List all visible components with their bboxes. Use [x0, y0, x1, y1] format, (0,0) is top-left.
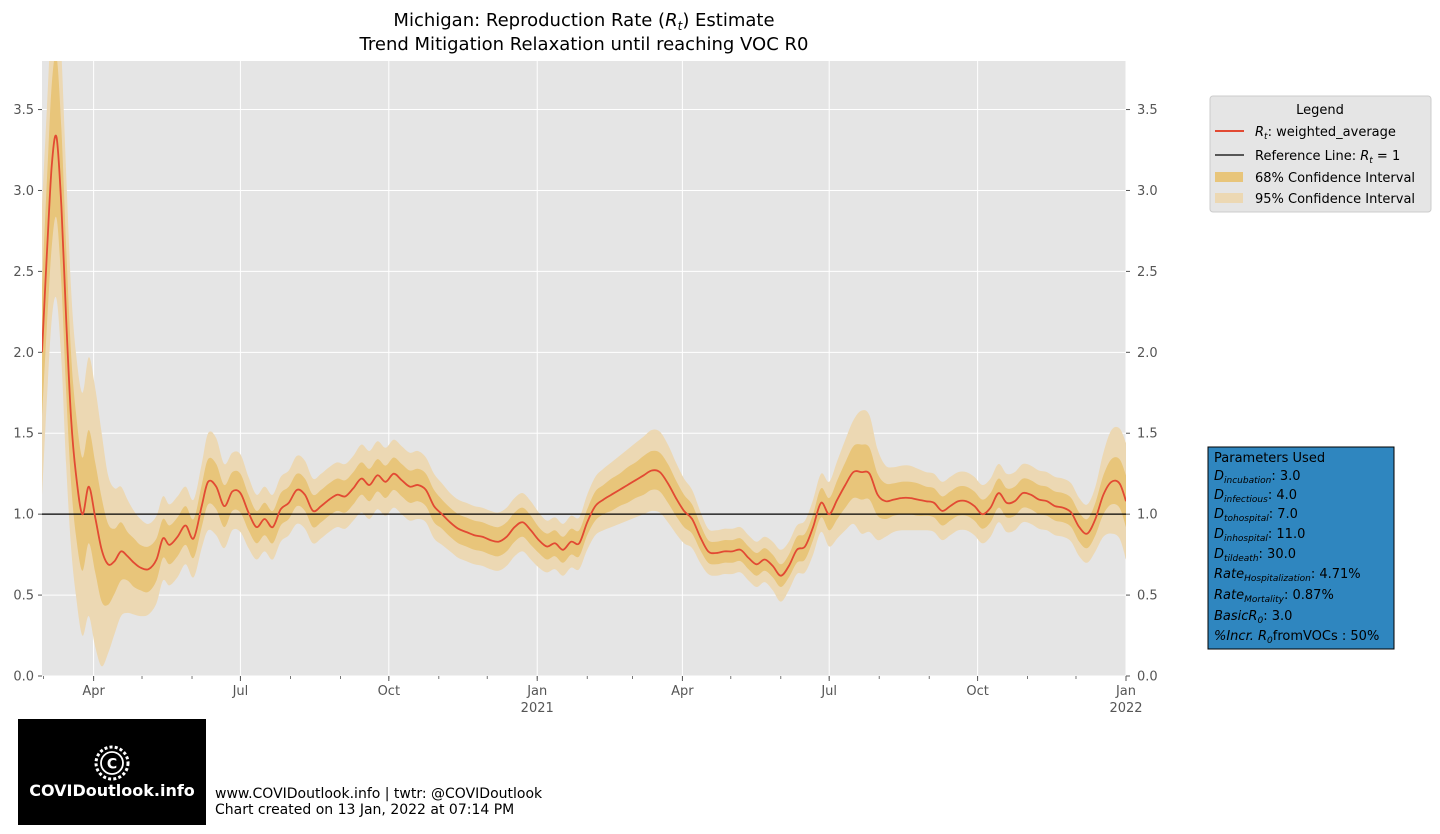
y-tick-label-right: 3.5 — [1137, 103, 1158, 118]
y-axis-left: 0.0 0.5 1.0 1.5 2.0 2.5 3.0 3.5 — [13, 103, 42, 685]
y-tick-label-right: 0.5 — [1137, 589, 1158, 604]
covid-c-gear-icon: C — [94, 745, 130, 781]
legend-swatch-ci68 — [1215, 172, 1243, 182]
legend-swatch-ci95 — [1215, 193, 1243, 203]
parameter-row: Dinfectious: 4.0 — [1214, 488, 1297, 505]
y-tick-label-left: 1.5 — [13, 427, 34, 442]
confidence-bands — [42, 61, 1126, 667]
plot-area — [42, 61, 1126, 676]
y-tick-label-left: 2.5 — [13, 265, 34, 280]
parameters-list: Dincubation: 3.0 Dinfectious: 4.0 Dtohospi… — [1214, 469, 1379, 646]
series-layer — [42, 134, 1126, 577]
x-tick-label: Jul — [820, 684, 837, 699]
parameter-row: Dincubation: 3.0 — [1214, 469, 1301, 486]
x-tick-label: Apr — [82, 684, 105, 699]
legend-box — [1209, 95, 1432, 213]
y-tick-label-right: 2.0 — [1137, 346, 1158, 361]
y-tick-label-left: 2.0 — [13, 346, 34, 361]
x-tick-label: Jan — [526, 684, 547, 699]
x-axis: Apr Jul Oct Jan 2021 Apr Jul Oct Jan 2022 — [43, 676, 1143, 716]
parameter-row: Dinhospital: 11.0 — [1214, 527, 1305, 544]
x-tick-year-label: 2021 — [521, 701, 554, 716]
parameter-row: Dtohospital: 7.0 — [1214, 507, 1298, 524]
x-tick-label: Jul — [232, 684, 249, 699]
legend-entry-reference: Reference Line: Rt = 1 — [1255, 149, 1400, 166]
parameter-row: BasicR0: 3.0 — [1214, 609, 1292, 626]
y-tick-label-left: 3.5 — [13, 103, 34, 118]
parameter-row: RateHospitalization: 4.71% — [1214, 567, 1361, 584]
chart-subtitle: Trend Mitigation Relaxation until reachi… — [359, 34, 809, 55]
parameters-title: Parameters Used — [1214, 451, 1325, 466]
legend-entry-ci95: 95% Confidence Interval — [1255, 192, 1415, 207]
x-tick-label: Apr — [671, 684, 694, 699]
logo-text: COVIDoutlook.info — [29, 781, 195, 800]
legend-entry-ci68: 68% Confidence Interval — [1255, 171, 1415, 186]
y-tick-label-right: 1.0 — [1137, 508, 1158, 523]
parameter-row: RateMortality: 0.87% — [1214, 588, 1334, 605]
parameter-row: %Incr. R0fromVOCs : 50% — [1214, 629, 1379, 646]
legend-entry-rt: Rt: weighted_average — [1255, 125, 1396, 142]
y-tick-label-right: 0.0 — [1137, 670, 1158, 685]
logo-bg — [18, 719, 206, 825]
legend-title: Legend — [1296, 103, 1344, 118]
svg-text:C: C — [107, 757, 117, 773]
x-tick-year-label: 2022 — [1109, 701, 1142, 716]
y-tick-label-left: 0.5 — [13, 589, 34, 604]
chart-title: Michigan: Reproduction Rate (Rt) Estimat… — [393, 10, 774, 33]
x-tick-label: Oct — [966, 684, 988, 699]
y-tick-label-right: 3.0 — [1137, 184, 1158, 199]
y-tick-label-right: 2.5 — [1137, 265, 1158, 280]
rt-series-line — [42, 134, 1126, 577]
y-tick-label-right: 1.5 — [1137, 427, 1158, 442]
y-tick-label-left: 3.0 — [13, 184, 34, 199]
parameter-row: Dtildeath: 30.0 — [1214, 547, 1296, 564]
grid — [42, 61, 1127, 677]
x-tick-label: Jan — [1115, 684, 1136, 699]
x-tick-label: Oct — [378, 684, 400, 699]
footer-line-2: Chart created on 13 Jan, 2022 at 07:14 P… — [215, 802, 514, 818]
y-axis-right: 0.0 0.5 1.0 1.5 2.0 2.5 3.0 3.5 — [1126, 103, 1158, 685]
footer-line-1: www.COVIDoutlook.info | twtr: @COVIDoutl… — [215, 786, 543, 802]
logo: C COVIDoutlook.info — [18, 719, 206, 825]
ci68-band — [42, 61, 1126, 606]
parameters-box: Parameters Used Dincubation: 3.0 Dinfecti… — [1207, 446, 1395, 650]
y-tick-label-left: 1.0 — [13, 508, 34, 523]
y-tick-label-left: 0.0 — [13, 670, 34, 685]
parameters-box-bg — [1207, 446, 1395, 650]
legend: Legend Rt: weighted_average Reference Li… — [1209, 95, 1432, 213]
